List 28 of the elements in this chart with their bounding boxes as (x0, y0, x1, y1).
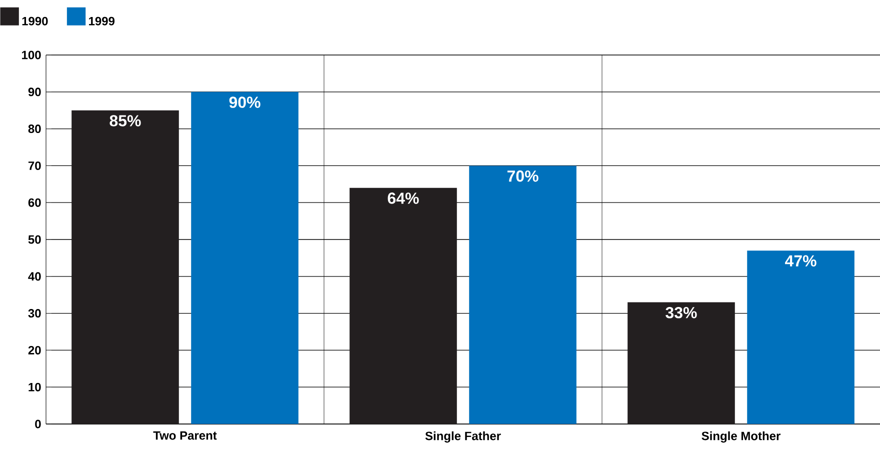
bar (469, 166, 576, 424)
y-tick-label: 80 (28, 124, 41, 134)
x-tick-label: Two Parent (153, 431, 217, 440)
bar (191, 92, 298, 424)
data-label: 90% (229, 96, 260, 108)
y-tick-label: 50 (28, 235, 41, 244)
y-tick-label: 30 (28, 309, 41, 318)
x-tick-label: Single Father (425, 431, 501, 443)
y-tick-label: 60 (28, 198, 41, 207)
data-label: 85% (110, 115, 141, 126)
data-label: 33% (666, 306, 697, 318)
bar (628, 302, 735, 424)
bar (350, 188, 457, 424)
y-tick-label: 10 (28, 382, 41, 392)
legend-label: 1999 (89, 16, 115, 26)
data-label: 70% (507, 170, 538, 182)
y-tick-label: 70 (28, 161, 41, 170)
bar (747, 250, 854, 424)
y-tick-label: 0 (35, 420, 41, 428)
legend-label: 1990 (22, 16, 48, 26)
x-tick-label: Single Mother (702, 431, 780, 443)
data-label: 47% (785, 255, 816, 267)
y-tick-label: 40 (28, 272, 41, 281)
y-tick-label: 90 (28, 88, 41, 96)
y-tick-label: 100 (22, 50, 41, 60)
bar (72, 110, 179, 424)
data-label: 64% (388, 192, 419, 204)
y-tick-label: 20 (28, 346, 41, 354)
